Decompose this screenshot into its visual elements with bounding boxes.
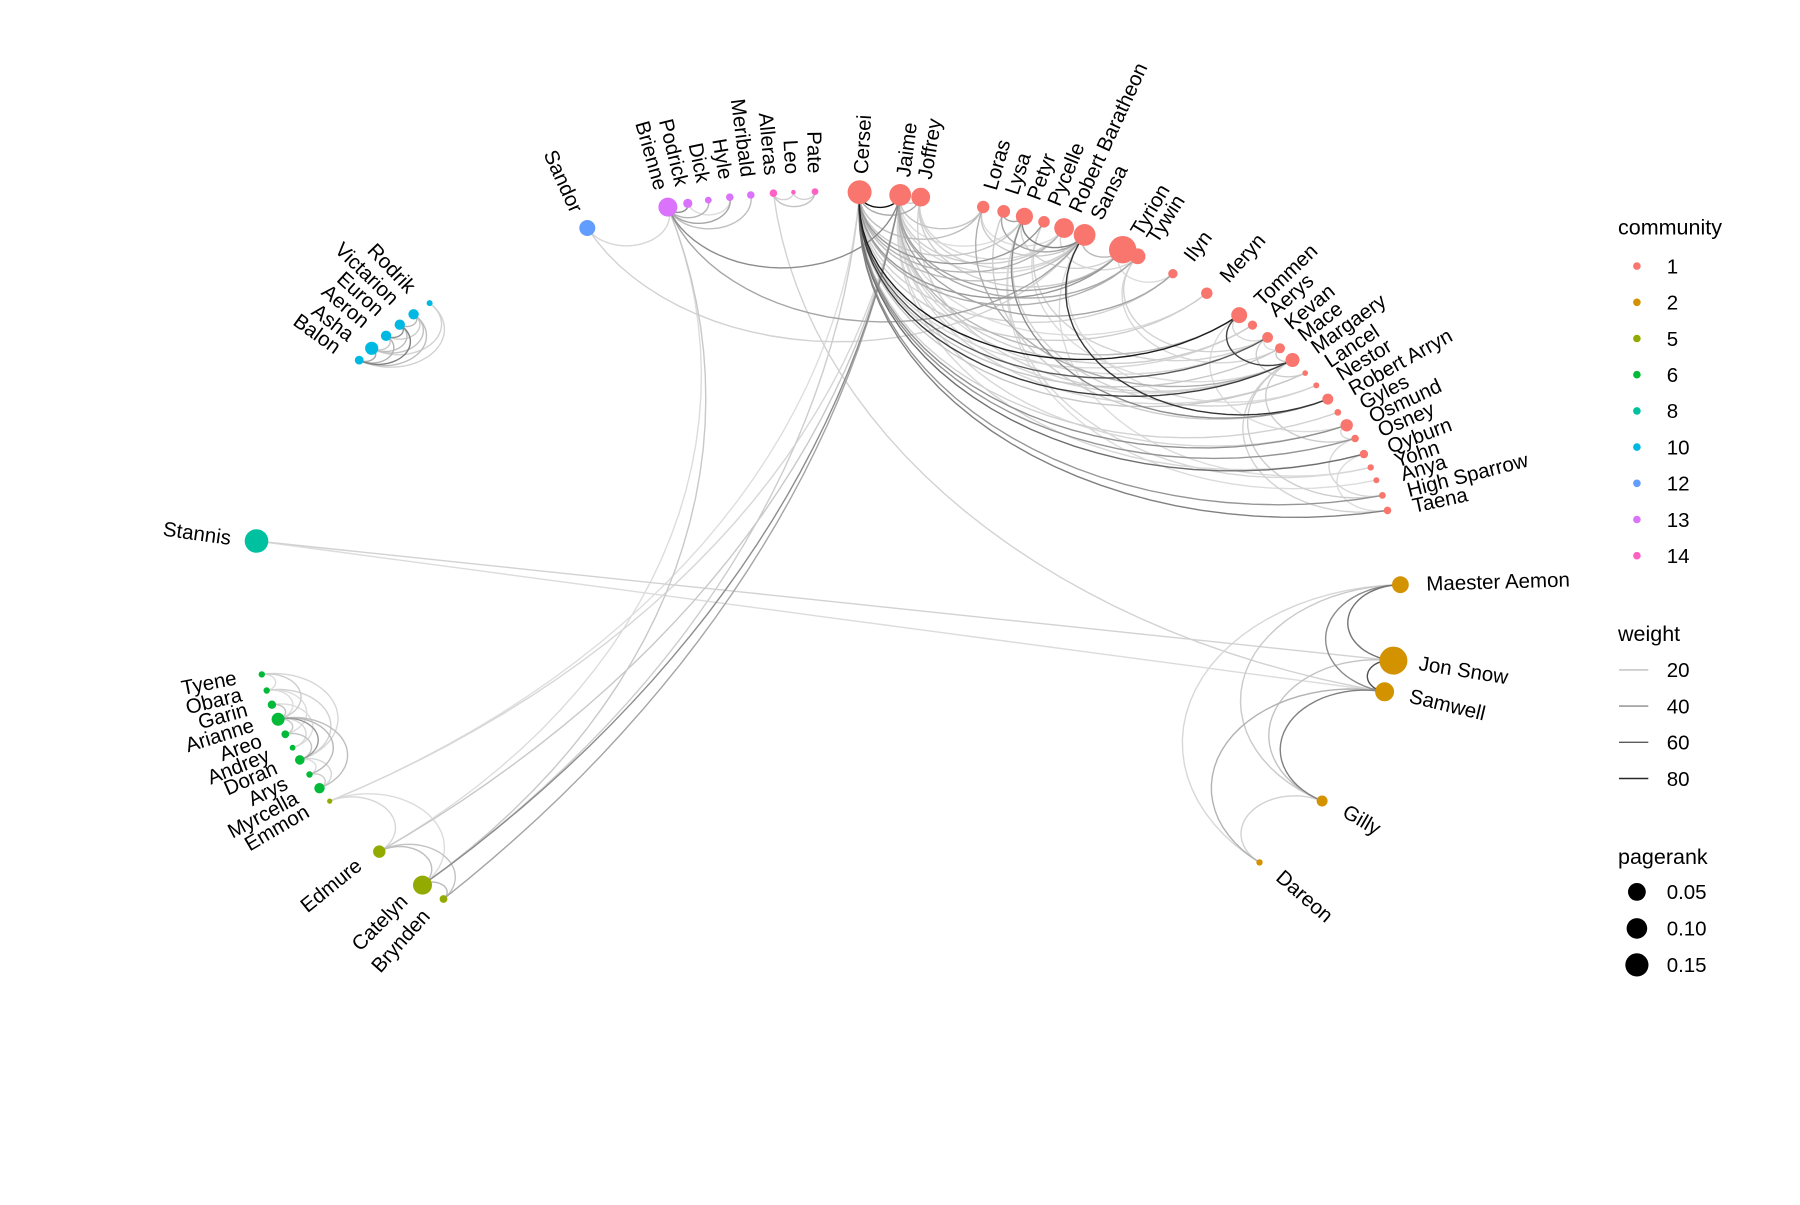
svg-text:12: 12: [1667, 473, 1690, 496]
svg-text:Cersei: Cersei: [850, 114, 876, 174]
svg-text:2: 2: [1667, 292, 1678, 315]
svg-text:1: 1: [1667, 255, 1678, 278]
svg-text:0.05: 0.05: [1667, 881, 1707, 904]
svg-text:Pate: Pate: [802, 131, 826, 174]
svg-text:10: 10: [1667, 436, 1690, 459]
svg-text:6: 6: [1667, 364, 1678, 387]
svg-text:Alleras: Alleras: [754, 112, 783, 177]
svg-text:8: 8: [1667, 400, 1678, 423]
svg-text:pagerank: pagerank: [1618, 845, 1708, 869]
svg-text:Maester Aemon: Maester Aemon: [1426, 568, 1570, 595]
svg-text:80: 80: [1667, 768, 1690, 791]
svg-text:0.10: 0.10: [1667, 918, 1707, 941]
svg-text:community: community: [1618, 216, 1722, 240]
svg-text:60: 60: [1667, 732, 1690, 755]
svg-text:weight: weight: [1617, 622, 1680, 646]
svg-text:Leo: Leo: [778, 139, 803, 174]
svg-text:14: 14: [1667, 545, 1690, 568]
svg-text:40: 40: [1667, 695, 1690, 718]
svg-text:0.15: 0.15: [1667, 954, 1707, 977]
svg-text:5: 5: [1667, 328, 1678, 351]
svg-text:13: 13: [1667, 509, 1690, 532]
svg-text:20: 20: [1667, 659, 1690, 682]
